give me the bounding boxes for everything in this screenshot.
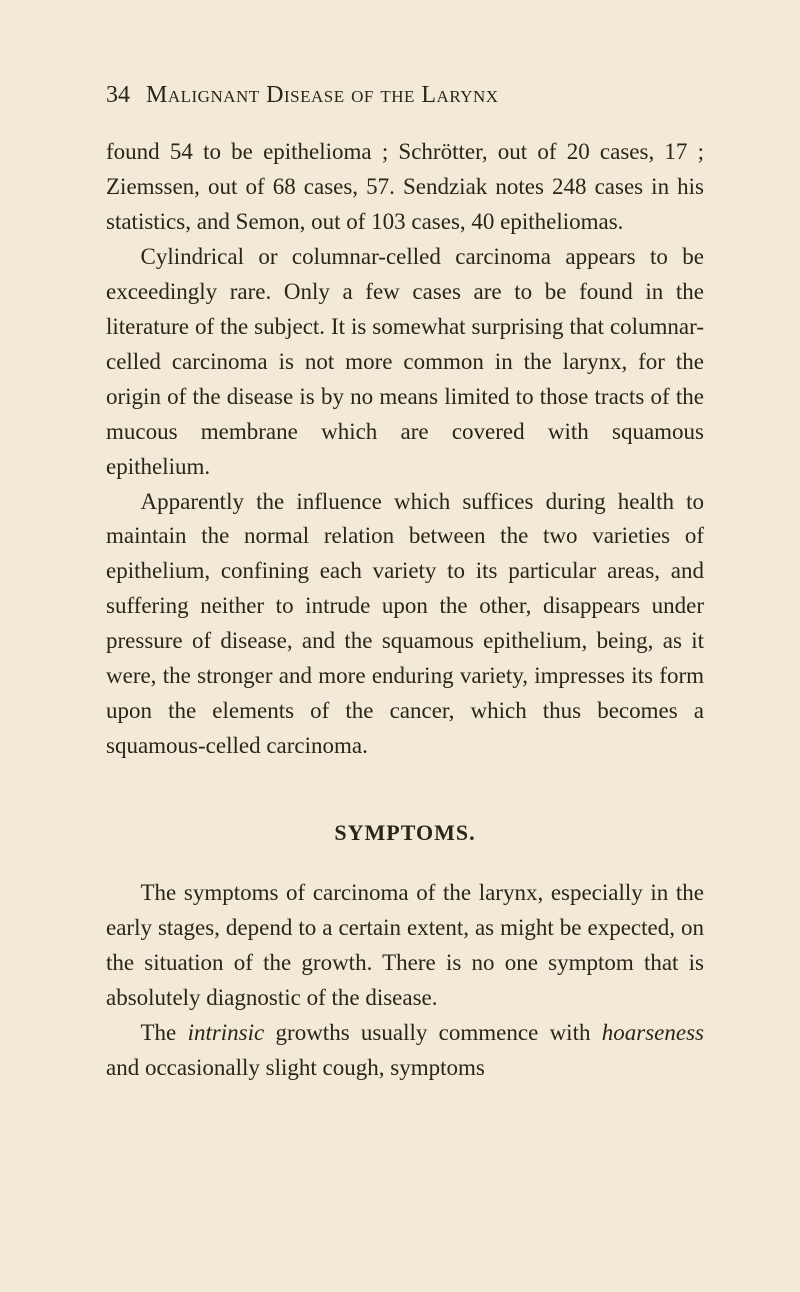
- p5-italic-hoarseness: hoarseness: [602, 1020, 704, 1045]
- page-header: 34 Malignant Disease of the Larynx: [106, 82, 704, 109]
- paragraph-2: Cylindrical or columnar-celled carcinoma…: [106, 240, 704, 485]
- symptoms-text: The symptoms of carcinoma of the larynx,…: [106, 876, 704, 1086]
- page-number: 34: [106, 82, 130, 109]
- section-heading-symptoms: SYMPTOMS.: [106, 820, 704, 846]
- body-text: found 54 to be epithelioma ; Schrötter, …: [106, 135, 704, 764]
- page-container: 34 Malignant Disease of the Larynx found…: [0, 0, 800, 1292]
- running-title: Malignant Disease of the Larynx: [146, 82, 499, 109]
- paragraph-1: found 54 to be epithelioma ; Schrötter, …: [106, 135, 704, 240]
- paragraph-5: The intrinsic growths usually commence w…: [106, 1016, 704, 1086]
- p5-part-b: growths usually commence with: [264, 1020, 602, 1045]
- p5-italic-intrinsic: intrinsic: [188, 1020, 265, 1045]
- paragraph-3: Apparently the influence which suffices …: [106, 485, 704, 765]
- p5-part-a: The: [141, 1020, 188, 1045]
- paragraph-4: The symptoms of carcinoma of the larynx,…: [106, 876, 704, 1016]
- p5-part-c: and occasionally slight cough, symptoms: [106, 1055, 485, 1080]
